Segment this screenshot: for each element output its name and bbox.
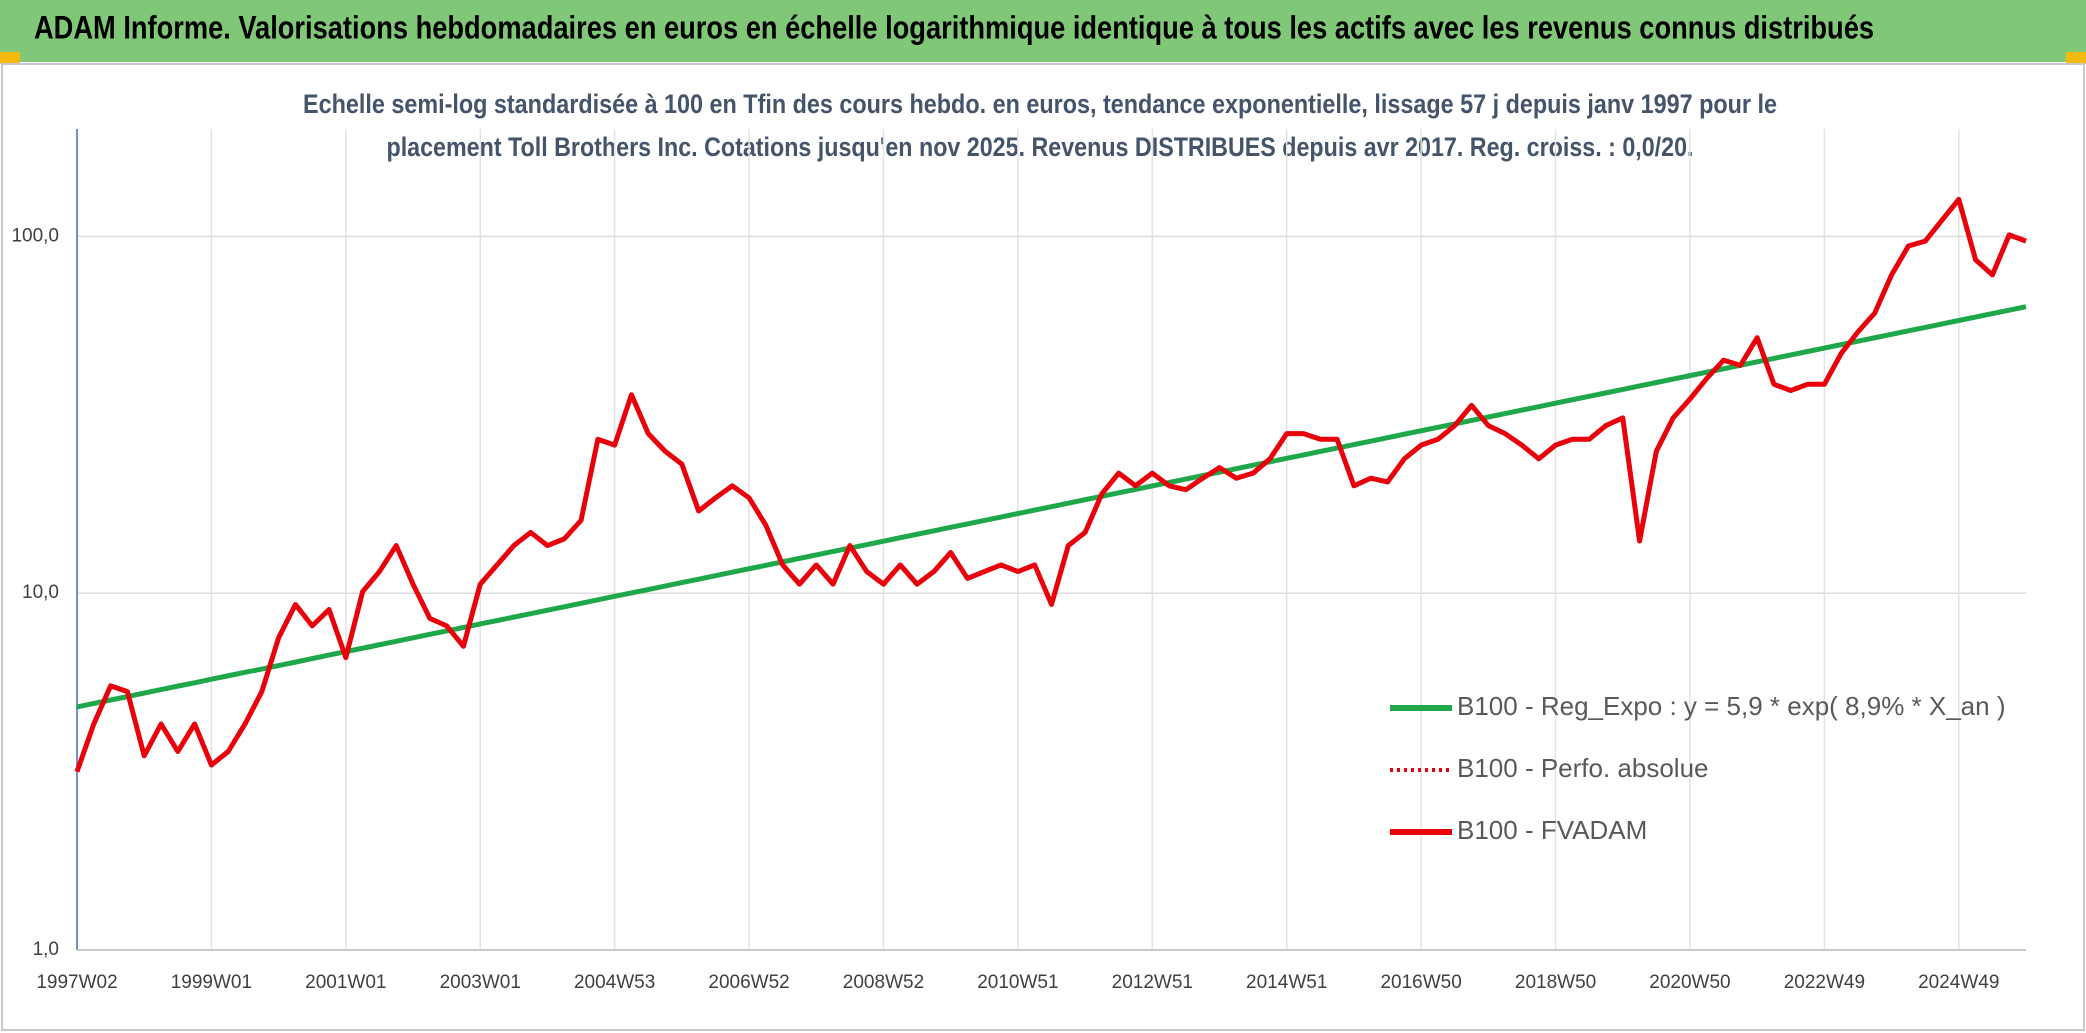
- x-tick-label: 2014W51: [1246, 972, 1327, 993]
- x-tick-label: 2022W49: [1784, 972, 1865, 993]
- chart-frame: [1, 63, 2085, 1031]
- x-tick-label: 2018W50: [1515, 972, 1596, 993]
- legend-label: B100 - Perfo. absolue: [1457, 753, 1709, 783]
- x-tick-label: 1999W01: [171, 972, 252, 993]
- x-tick-label: 1997W02: [36, 972, 117, 993]
- x-tick-label: 2010W51: [977, 972, 1058, 993]
- x-tick-label: 2012W51: [1112, 972, 1193, 993]
- y-tick-label: 1,0: [33, 939, 59, 960]
- x-tick-label: 2008W52: [843, 972, 924, 993]
- header-bar: [0, 0, 2086, 62]
- x-tick-label: 2006W52: [708, 972, 789, 993]
- y-tick-label: 10,0: [22, 582, 59, 603]
- chart-title: ADAM Informe. Valorisations hebdomadaire…: [34, 9, 1874, 45]
- legend-label: B100 - Reg_Expo : y = 5,9 * exp( 8,9% * …: [1457, 691, 2006, 721]
- corner-left: [0, 52, 20, 64]
- subtitle-line: Echelle semi-log standardisée à 100 en T…: [303, 89, 1777, 119]
- x-tick-label: 2020W50: [1649, 972, 1730, 993]
- series-line: [74, 196, 2027, 773]
- series-line: [76, 304, 2027, 710]
- subtitle-line: placement Toll Brothers Inc. Cotations j…: [387, 132, 1694, 162]
- x-tick-label: 2003W01: [440, 972, 521, 993]
- x-tick-label: 2016W50: [1380, 972, 1461, 993]
- y-tick-label: 100,0: [11, 225, 59, 246]
- corner-right: [2066, 52, 2086, 64]
- x-tick-label: 2001W01: [305, 972, 386, 993]
- x-tick-label: 2004W53: [574, 972, 655, 993]
- x-tick-label: 2024W49: [1918, 972, 1999, 993]
- legend-label: B100 - FVADAM: [1457, 815, 1647, 845]
